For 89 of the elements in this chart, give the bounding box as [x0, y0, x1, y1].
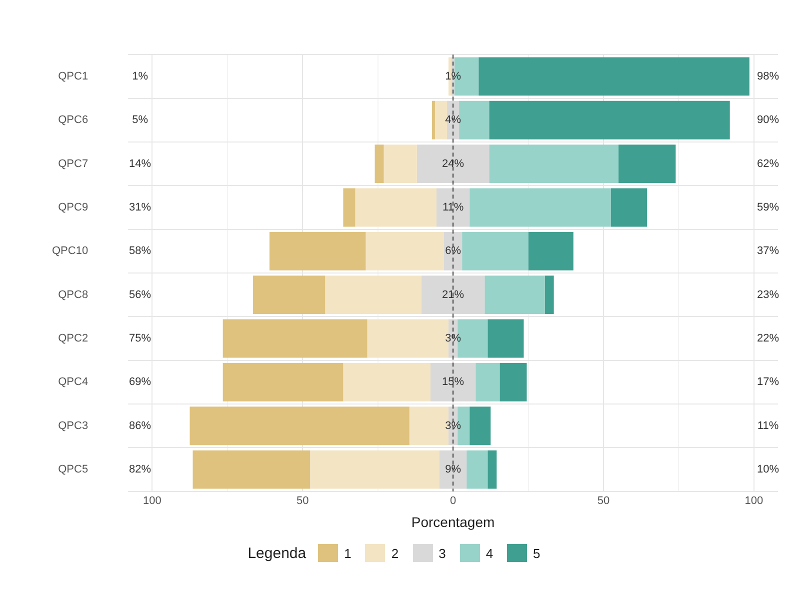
annotation: 59% — [756, 202, 780, 214]
bar — [366, 232, 444, 270]
annotation: 10% — [756, 464, 780, 476]
legend-title: Legenda — [248, 544, 306, 562]
bar — [421, 276, 485, 314]
bar — [222, 362, 344, 402]
bar — [436, 188, 470, 227]
bar — [439, 450, 467, 489]
bar — [384, 144, 417, 184]
bar — [484, 276, 545, 314]
bar — [430, 362, 476, 402]
annotation: 90% — [756, 114, 780, 126]
data-label: 21% — [442, 288, 464, 301]
bar — [611, 188, 648, 227]
annotation: 86% — [129, 420, 152, 432]
x-tick-label: 50 — [296, 495, 309, 508]
y-tick-label: QPC2 — [58, 332, 88, 345]
annotation: 31% — [129, 202, 152, 214]
data-label: 24% — [442, 158, 464, 170]
bar — [432, 100, 435, 140]
bar — [528, 232, 574, 270]
x-tick-label: 0 — [450, 495, 456, 508]
annotation: 98% — [756, 70, 780, 82]
y-tick-label: QPC6 — [58, 114, 88, 126]
bar — [252, 276, 326, 314]
bar — [222, 319, 368, 358]
bar — [416, 144, 490, 184]
annotation: 17% — [756, 376, 780, 388]
bar — [343, 188, 356, 227]
bar — [355, 188, 436, 227]
bar — [488, 319, 524, 358]
x-tick-label: 100 — [142, 495, 162, 508]
y-tick-label: QPC5 — [58, 464, 88, 476]
bar — [544, 276, 554, 314]
y-tick-label: QPC9 — [58, 202, 88, 214]
annotation: 22% — [756, 332, 780, 345]
annotation: 1% — [132, 70, 148, 82]
y-tick-label: QPC7 — [58, 158, 88, 170]
bar — [470, 406, 491, 446]
y-tick-label: QPC4 — [58, 376, 88, 388]
annotation: 56% — [129, 288, 152, 301]
data-label: 4% — [445, 114, 462, 126]
annotation: 14% — [129, 158, 152, 170]
legend-label: 2 — [391, 546, 399, 560]
bar — [343, 362, 430, 402]
bar — [374, 144, 384, 184]
legend-label: 3 — [438, 546, 446, 560]
annotation: 11% — [757, 420, 779, 432]
bar — [462, 232, 528, 270]
data-label: 6% — [445, 245, 462, 258]
bar — [269, 232, 366, 270]
annotation: 69% — [129, 376, 152, 388]
data-label: 1% — [445, 70, 462, 82]
annotation: 37% — [756, 245, 780, 258]
bar — [470, 188, 612, 227]
annotation: 75% — [129, 332, 152, 345]
bar — [478, 57, 750, 96]
bar — [488, 450, 497, 489]
bar — [489, 144, 619, 184]
annotation: 23% — [756, 288, 780, 301]
legend-label: 1 — [344, 546, 352, 560]
legend-label: 4 — [486, 546, 494, 560]
legend-label: 5 — [533, 546, 540, 560]
annotation: 62% — [756, 158, 780, 170]
bar — [459, 100, 490, 140]
bar — [325, 276, 422, 314]
y-tick-label: QPC10 — [52, 245, 88, 258]
bar — [466, 450, 488, 489]
bar — [476, 362, 500, 402]
y-tick-label: QPC1 — [58, 70, 88, 82]
bar — [190, 406, 410, 446]
y-tick-label: QPC8 — [58, 288, 88, 301]
annotation: 5% — [132, 114, 148, 126]
data-label: 11% — [442, 202, 464, 214]
x-axis-title: Porcentagem — [411, 514, 495, 530]
annotation: 58% — [129, 245, 152, 258]
bar — [618, 144, 676, 184]
bar — [310, 450, 440, 489]
bar — [192, 450, 310, 489]
x-tick-label: 100 — [744, 495, 764, 508]
annotation: 82% — [129, 464, 152, 476]
data-label: 3% — [445, 420, 462, 432]
bar — [489, 100, 730, 140]
x-tick-label: 50 — [597, 495, 610, 508]
data-label: 15% — [442, 376, 464, 388]
data-label: 9% — [445, 464, 462, 476]
bar — [500, 362, 527, 402]
data-label: 3% — [445, 332, 462, 345]
y-tick-label: QPC3 — [58, 420, 88, 432]
